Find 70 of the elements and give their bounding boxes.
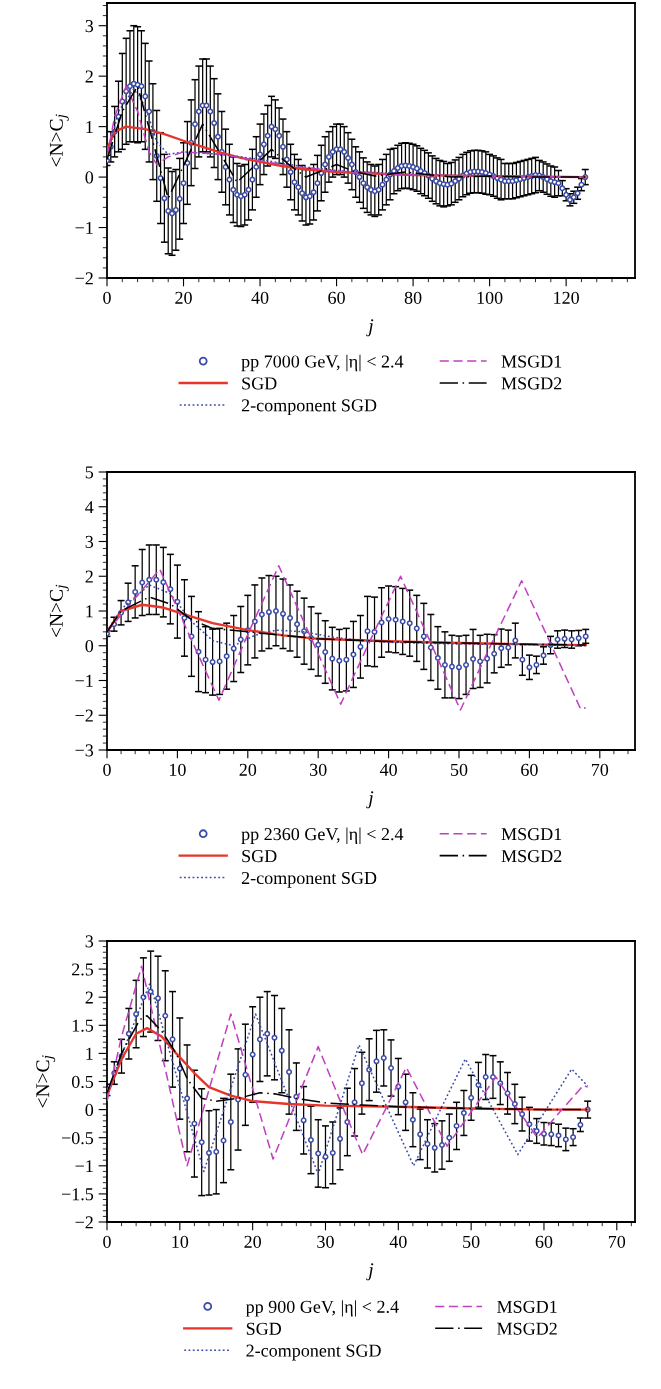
y-tick-label: −1.5: [61, 1188, 94, 1201]
legend-label: SGD: [242, 377, 277, 390]
legend-label: MSGD2: [501, 849, 562, 863]
y-axis-title: <N>C$_{j}$: [49, 114, 69, 167]
legend-label: MSGD2: [501, 377, 562, 390]
x-tick-label: 50: [451, 763, 468, 776]
x-axis-title: j: [366, 1263, 374, 1281]
x-tick-label: 60: [535, 1235, 553, 1248]
legend-label: pp 7000 GeV, |η| < 2.4: [241, 354, 404, 372]
y-tick-label: 1: [86, 605, 93, 618]
y-tick-label: −0.5: [61, 1131, 94, 1145]
y-tick-label: 1.5: [72, 1019, 94, 1032]
x-tick-label: 60: [521, 763, 538, 776]
x-tick-label: 70: [591, 763, 609, 776]
y-tick-label: −2: [75, 1216, 93, 1229]
y-tick-label: 0: [85, 640, 94, 653]
x-tick-label: 50: [463, 1235, 480, 1248]
legend-label: MSGD1: [497, 1300, 557, 1313]
y-tick-label: 0: [85, 1103, 94, 1117]
y-tick-label: 0: [85, 171, 94, 184]
x-tick-label: 40: [251, 291, 269, 304]
legend-label: SGD: [246, 1322, 282, 1335]
x-tick-label: 30: [317, 1235, 334, 1248]
legend-label: pp 2360 GeV, |η| < 2.4: [241, 827, 404, 844]
y-tick-label: −2: [75, 272, 93, 285]
x-tick-label: 0: [103, 763, 111, 776]
y-tick-label: 2: [85, 991, 93, 1004]
y-tick-label: 3: [85, 935, 94, 948]
legend-label: 2-component SGD: [241, 871, 377, 888]
x-tick-label: 0: [103, 1235, 111, 1248]
legend-label: 2-component SGD: [246, 1344, 381, 1361]
x-tick-label: 40: [379, 763, 397, 776]
x-tick-label: 20: [175, 291, 192, 304]
legend-label: 2-component SGD: [241, 399, 377, 416]
x-tick-label: 120: [554, 291, 579, 304]
y-axis-title: <N>C$_{j}$: [49, 584, 69, 637]
x-tick-label: 30: [310, 763, 327, 776]
y-tick-label: 2.5: [72, 963, 94, 976]
x-axis-title: j: [366, 791, 374, 809]
x-tick-label: 10: [172, 1235, 189, 1248]
y-tick-label: −1: [75, 1160, 93, 1173]
y-tick-label: 1: [86, 120, 93, 133]
y-tick-label: 0.5: [71, 1075, 94, 1089]
x-tick-label: 20: [244, 1235, 261, 1248]
legend-label: MSGD1: [501, 828, 562, 841]
x-tick-label: 60: [328, 291, 345, 304]
legend-label: SGD: [242, 850, 277, 863]
y-axis-title: <N>C$_{j}$: [36, 1055, 56, 1108]
y-tick-label: 5: [85, 466, 94, 479]
y-tick-label: −3: [75, 744, 94, 757]
legend-label: pp 900 GeV, |η| < 2.4: [245, 1300, 399, 1317]
y-tick-label: 3: [85, 20, 94, 33]
legend-label: MSGD1: [501, 355, 562, 368]
x-tick-label: 80: [404, 291, 422, 304]
x-tick-label: 100: [477, 291, 503, 304]
x-tick-label: 10: [169, 763, 186, 776]
x-tick-label: 20: [239, 763, 257, 776]
x-tick-label: 40: [389, 1235, 407, 1248]
y-tick-label: 3: [85, 535, 94, 548]
legend-label: MSGD2: [497, 1322, 557, 1335]
y-tick-label: 2: [85, 70, 93, 83]
x-axis-title: j: [366, 319, 374, 337]
y-tick-label: −1: [75, 674, 93, 687]
y-tick-label: −1: [75, 221, 93, 234]
y-tick-label: 1: [86, 1047, 93, 1060]
x-tick-label: 0: [103, 291, 111, 304]
y-tick-label: 2: [85, 570, 93, 583]
y-tick-label: −2: [75, 709, 93, 722]
y-tick-label: 4: [85, 501, 94, 514]
x-tick-label: 70: [608, 1235, 626, 1248]
